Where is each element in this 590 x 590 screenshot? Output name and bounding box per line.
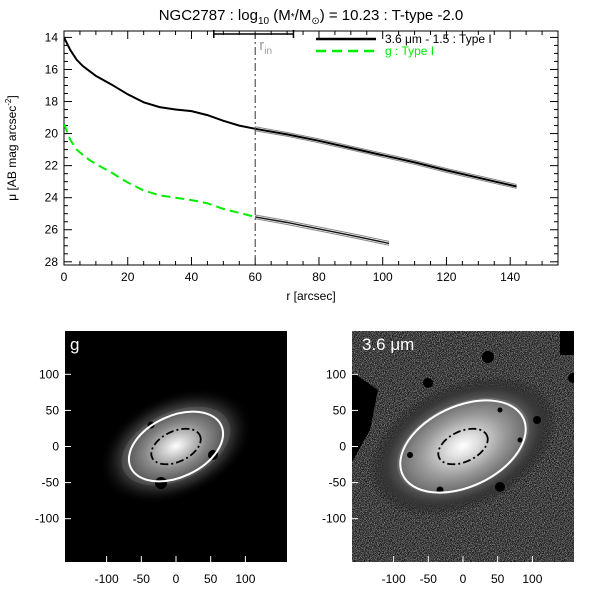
image-x-tick-label: 100 — [235, 572, 255, 586]
image-y-tick-label: -50 — [42, 476, 60, 490]
image-y-tick-label: -50 — [329, 476, 347, 490]
x-tick-label: 120 — [436, 270, 456, 284]
g-inner-ellipse — [150, 427, 202, 466]
ir-masked-star — [423, 378, 433, 388]
x-tick-label: 20 — [121, 270, 135, 284]
ir-masked-star — [495, 482, 505, 492]
image-y-tick-label: 100 — [39, 367, 59, 381]
x-tick-label: 80 — [312, 270, 326, 284]
ir-masked-star — [517, 437, 523, 443]
y-tick-label: 20 — [45, 127, 59, 141]
series-line-g-fit — [255, 216, 390, 245]
image-x-tick-label: -100 — [95, 572, 119, 586]
x-tick-label: 140 — [500, 270, 520, 284]
profile-plot: NGC2787 : log10 (M*/M⊙) = 10.23 : T-type… — [4, 7, 559, 303]
x-tick-label: 60 — [249, 270, 263, 284]
ir-masked-star — [568, 373, 574, 383]
image-x-tick-label: 50 — [204, 572, 218, 586]
ir-masked-star — [497, 407, 503, 413]
g-fit-band — [255, 214, 390, 242]
ir-fit-band — [255, 130, 517, 189]
y-tick-label: 26 — [45, 223, 59, 237]
ir-galaxy-glow — [368, 375, 558, 517]
image-x-tick-label: -50 — [133, 572, 151, 586]
g-fit-band — [255, 218, 390, 246]
ir-image-panel: 3.6 μm -100 -50 0 50 100 100 50 0 -50 -100 — [322, 331, 574, 586]
g-outer-ellipse — [127, 410, 225, 483]
ir-fit-band — [255, 126, 517, 185]
y-tick-label: 16 — [45, 62, 59, 76]
chart-title: NGC2787 : log10 (M*/M⊙) = 10.23 : T-type… — [159, 7, 464, 27]
y-tick-label: 18 — [45, 95, 59, 109]
profile-ticks: 0 20 40 60 80 100 120 140 14 16 18 20 22 24 26 28 — [45, 30, 558, 284]
x-tick-label: 0 — [61, 270, 68, 284]
g-masked-star — [155, 477, 167, 489]
image-y-tick-label: -100 — [322, 512, 346, 526]
plot-frame — [63, 30, 559, 266]
ir-axis-ticks: -100 -50 0 50 100 100 50 0 -50 -100 — [322, 367, 543, 586]
profile-curves — [64, 36, 517, 246]
image-x-tick-label: 100 — [522, 572, 542, 586]
ir-outer-ellipse — [399, 399, 527, 494]
ir-masked-region — [352, 372, 378, 462]
image-y-tick-label: 0 — [52, 440, 59, 454]
profile-annotations: rin — [213, 30, 295, 265]
x-tick-label: 100 — [373, 270, 393, 284]
ir-image-content — [352, 331, 574, 517]
series-line-g — [64, 123, 256, 218]
ir-inner-ellipse — [437, 427, 489, 466]
ir-galaxy-halo — [397, 397, 529, 495]
y-tick-label: 14 — [45, 30, 59, 44]
series-line-ir — [64, 36, 517, 188]
g-image-content — [98, 387, 254, 505]
y-tick-label: 24 — [45, 191, 59, 205]
image-y-tick-label: 0 — [339, 440, 346, 454]
image-x-tick-label: 0 — [460, 572, 467, 586]
g-panel-label: g — [70, 335, 79, 354]
legend: 3.6 μm - 1.5 : Type I g : Type I — [316, 32, 492, 58]
g-band-image-panel: g -100 -50 0 50 100 100 50 0 -50 -100 — [35, 331, 287, 586]
image-y-tick-label: 50 — [333, 403, 347, 417]
x-axis-label: r [arcsec] — [286, 289, 335, 303]
legend-label-g: g : Type I — [385, 44, 434, 58]
ir-masked-region — [560, 331, 574, 355]
legend-label-ir: 3.6 μm - 1.5 : Type I — [385, 32, 492, 46]
ir-masked-star — [407, 452, 413, 458]
r-in-label: rin — [259, 37, 272, 57]
image-x-tick-label: -50 — [420, 572, 438, 586]
image-y-tick-label: 100 — [326, 367, 346, 381]
ir-masked-star — [533, 416, 541, 424]
y-axis-label: μ [AB mag arcsec-2] — [4, 95, 19, 200]
x-tick-label: 40 — [185, 270, 199, 284]
image-y-tick-label: -100 — [35, 512, 59, 526]
image-x-tick-label: -100 — [382, 572, 406, 586]
g-axis-ticks: -100 -50 0 50 100 100 50 0 -50 -100 — [35, 367, 256, 586]
ir-panel-label: 3.6 μm — [362, 335, 414, 354]
ir-masked-star — [482, 351, 494, 363]
y-tick-label: 28 — [45, 255, 59, 269]
image-x-tick-label: 50 — [491, 572, 505, 586]
y-tick-label: 22 — [45, 159, 59, 173]
image-y-tick-label: 50 — [46, 403, 60, 417]
image-x-tick-label: 0 — [173, 572, 180, 586]
